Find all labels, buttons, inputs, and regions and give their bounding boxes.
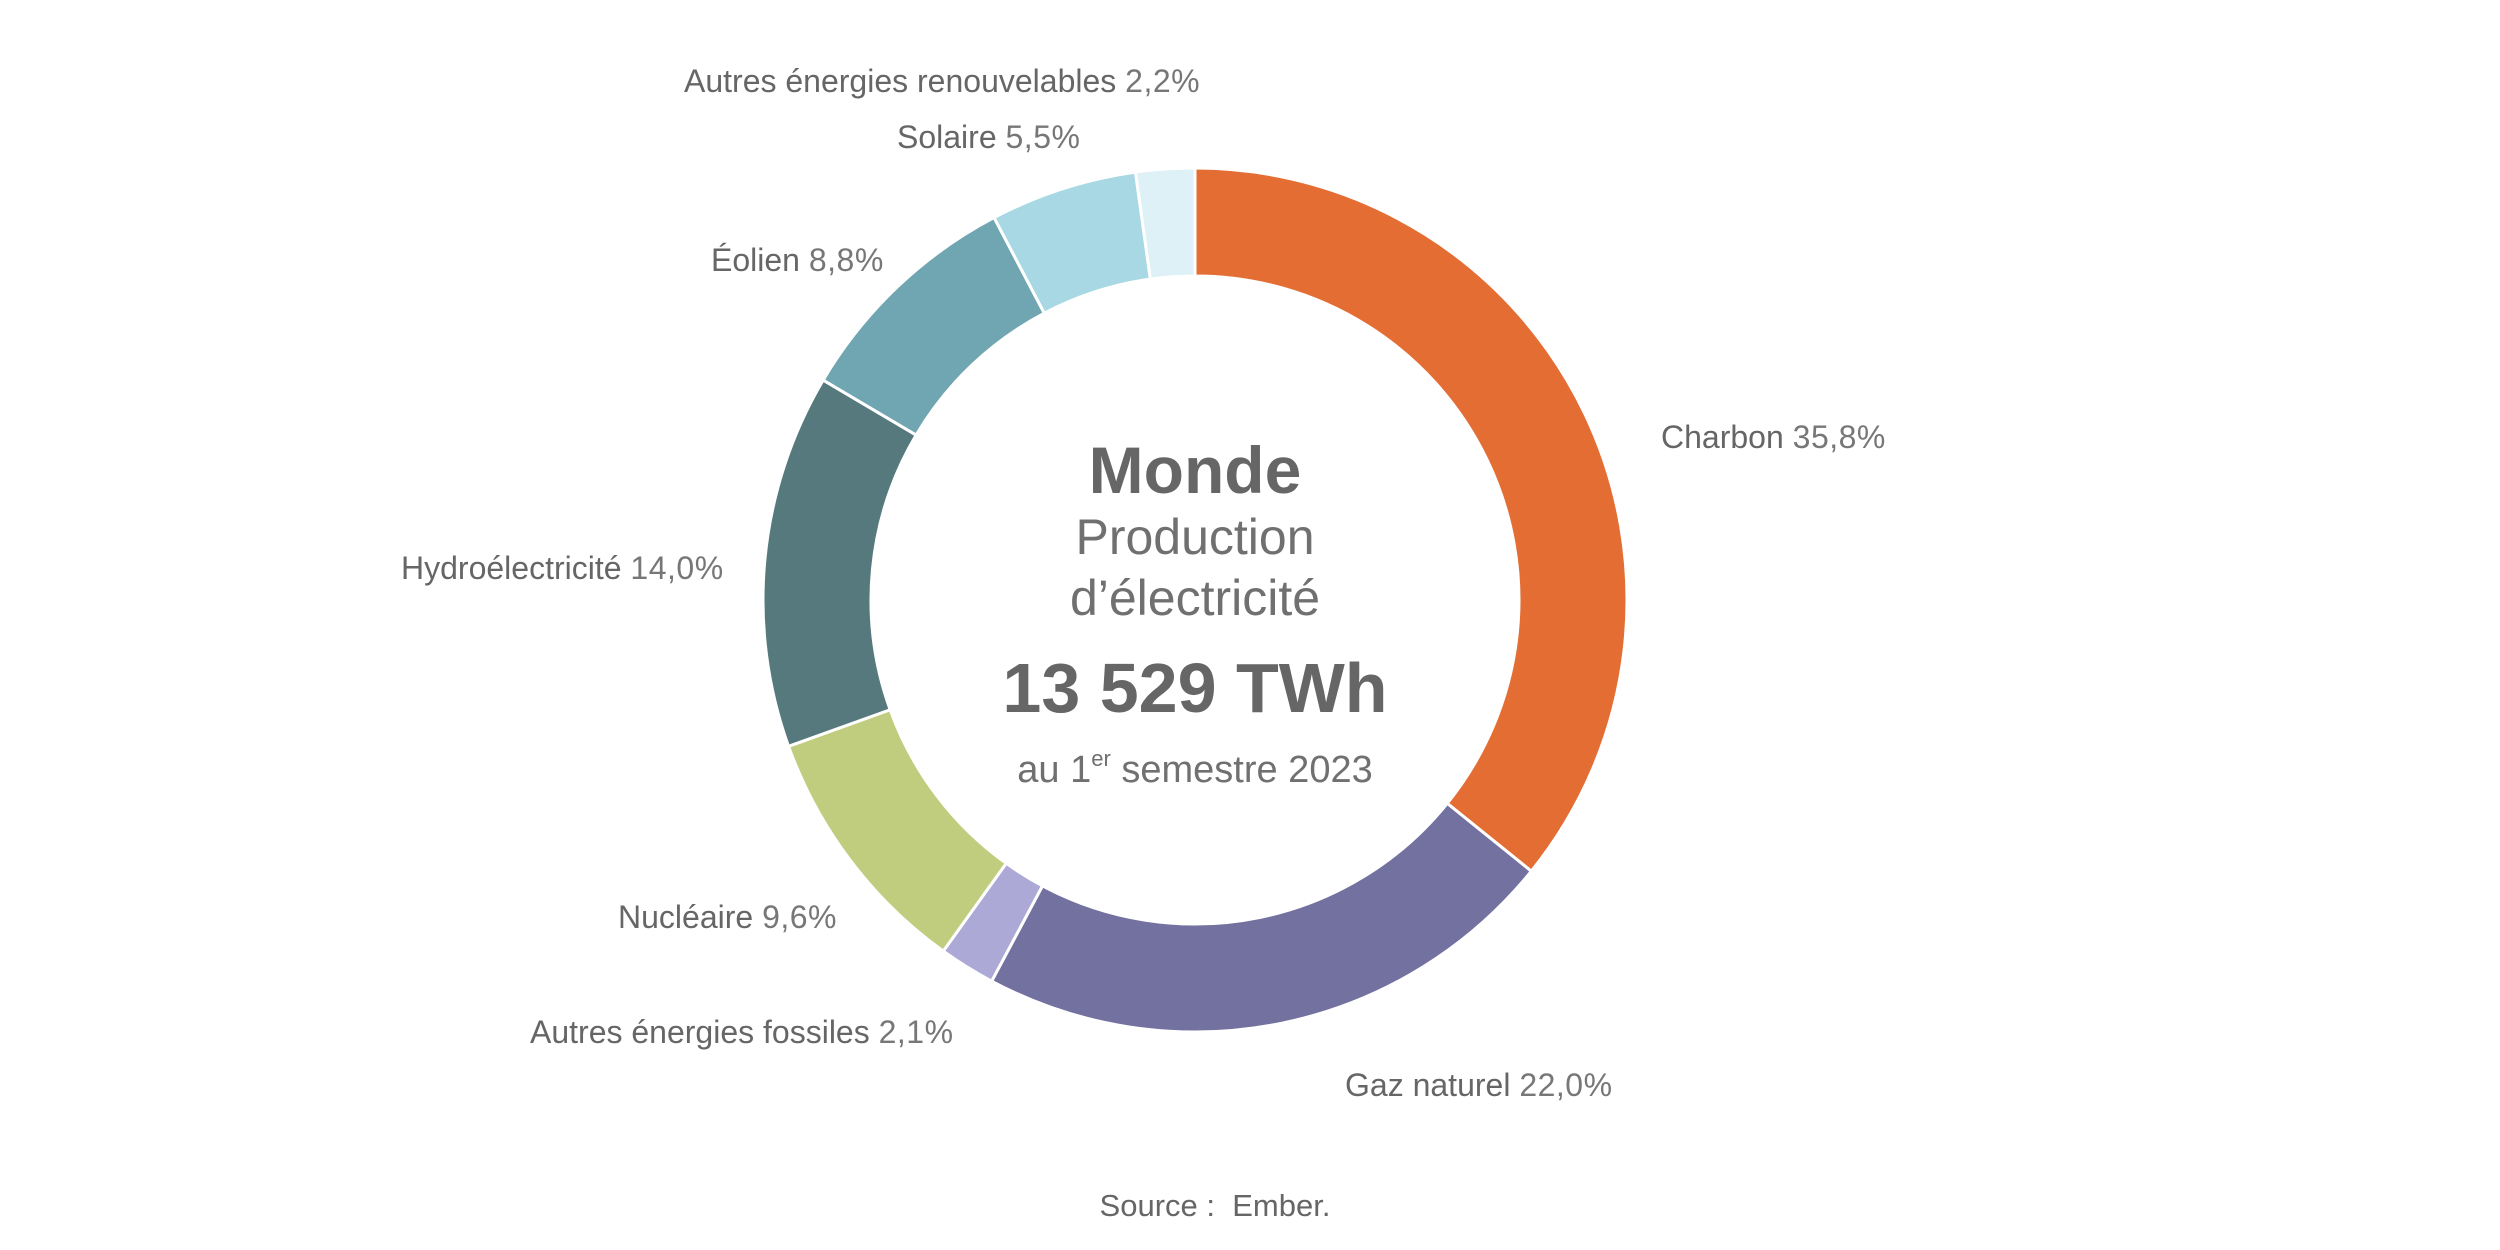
label-name: Gaz naturel (1345, 1067, 1511, 1103)
donut-segment-charbon (1193, 166, 1629, 874)
label-value: 5,5% (1005, 119, 1081, 155)
label-value: 35,8% (1792, 419, 1886, 455)
label-name: Autres énergies fossiles (530, 1014, 870, 1050)
center-period: au 1er semestre 2023 (895, 746, 1495, 791)
donut-segment-autres-energies-renouvelables (1133, 166, 1197, 281)
center-subtitle-line1: Production (1075, 509, 1315, 565)
label-value: 2,2% (1125, 63, 1201, 99)
period-suffix: semestre 2023 (1110, 749, 1373, 791)
label-autres-fossiles: Autres énergies fossiles 2,1% (530, 1016, 954, 1048)
label-name: Solaire (897, 119, 997, 155)
label-name: Éolien (711, 242, 800, 278)
donut-segments (761, 166, 1629, 1034)
donut-segment-hydroelectricite (761, 378, 919, 749)
period-superscript: er (1091, 746, 1111, 771)
center-subtitle-line2: d’électricité (1069, 570, 1321, 626)
label-hydroelectricite: Hydroélectricité 14,0% (401, 552, 724, 584)
label-solaire: Solaire 5,5% (897, 121, 1080, 153)
label-value: 8,8% (808, 242, 884, 278)
label-eolien: Éolien 8,8% (711, 244, 884, 276)
label-name: Hydroélectricité (401, 550, 622, 586)
label-name: Charbon (1661, 419, 1784, 455)
donut-segment-gaz-naturel (989, 801, 1534, 1034)
center-title: Monde (1088, 433, 1302, 507)
label-value: 22,0% (1519, 1067, 1613, 1103)
label-value: 2,1% (878, 1014, 954, 1050)
label-name: Nucléaire (618, 899, 754, 935)
label-nucleaire: Nucléaire 9,6% (618, 901, 837, 933)
label-gaz-naturel: Gaz naturel 22,0% (1345, 1069, 1613, 1101)
label-name: Autres énergies renouvelables (684, 63, 1117, 99)
label-value: 9,6% (762, 899, 837, 935)
label-value: 14,0% (630, 550, 724, 586)
center-total: 13 529 TWh (1002, 649, 1388, 727)
label-autres-renouvelables: Autres énergies renouvelables 2,2% (684, 65, 1200, 97)
label-charbon: Charbon 35,8% (1661, 421, 1886, 453)
period-prefix: au 1 (1017, 749, 1092, 791)
source-note: Source : Ember. (1099, 1188, 1331, 1223)
